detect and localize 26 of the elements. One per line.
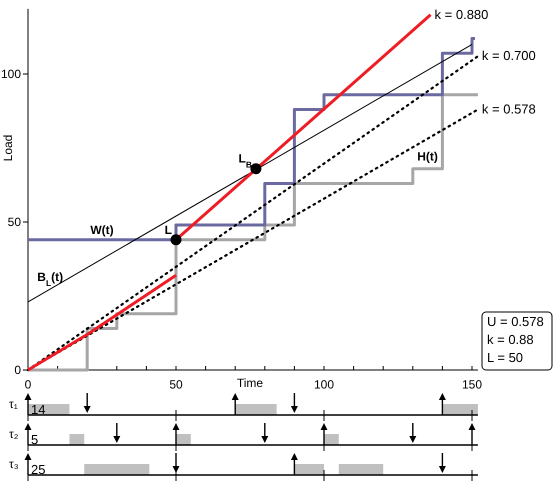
- series-label: B$_{L}$(t): [37, 270, 64, 288]
- series-label: k = 0.700: [482, 48, 536, 64]
- annotation: 14: [31, 402, 46, 417]
- x-tick-label: 150: [462, 378, 482, 392]
- series-label: H(t): [417, 150, 438, 164]
- x-tick-label: 100: [314, 378, 334, 392]
- y-tick-label: 50: [8, 214, 22, 229]
- x-tick-label: 50: [169, 378, 183, 392]
- text: k = 0.88: [487, 332, 534, 347]
- y-tick-label: τ₂: [9, 427, 19, 441]
- text: L = 50: [487, 350, 524, 365]
- x-axis-title: Time: [236, 376, 264, 390]
- series-label: k = 0.578: [482, 102, 536, 117]
- y-tick-label: 0: [14, 362, 22, 377]
- y-axis-title: Load: [1, 134, 15, 162]
- series-label: k = 0.880: [434, 6, 488, 22]
- series-label: W(t): [90, 222, 114, 237]
- annotation: L$_{B}$: [238, 152, 252, 170]
- y-tick-label: τ₁: [9, 397, 18, 411]
- y-tick-label: 100: [0, 66, 22, 81]
- x-tick-label: 0: [24, 378, 32, 392]
- annotation: 25: [31, 462, 46, 477]
- text: U = 0.578: [487, 314, 544, 329]
- y-tick-label: τ₃: [9, 457, 19, 471]
- annotation: L: [164, 222, 172, 237]
- annotation: 5: [31, 432, 38, 447]
